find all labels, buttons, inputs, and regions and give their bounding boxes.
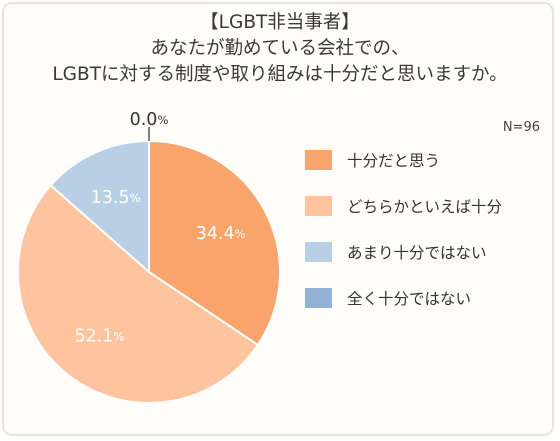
data-label-value: 0.0 xyxy=(130,110,158,130)
data-label-unit: % xyxy=(113,329,124,343)
legend-label: あまり十分ではない xyxy=(347,244,487,262)
data-label-unit: % xyxy=(130,190,141,204)
data-label-value: 52.1 xyxy=(74,326,113,346)
title-line-1: 【LGBT非当事者】 xyxy=(200,12,360,33)
data-label: 0.0% xyxy=(130,110,169,130)
pie-slice xyxy=(148,139,281,347)
legend-label: 十分だと思う xyxy=(347,152,441,170)
legend-item: 全く十分ではない xyxy=(305,287,502,309)
legend-swatch xyxy=(305,242,332,262)
legend: 十分だと思う どちらかといえば十分 あまり十分ではない 全く十分ではない xyxy=(305,149,502,333)
data-label-value: 34.4 xyxy=(196,224,235,244)
pie-slice xyxy=(17,183,260,404)
pie-slice xyxy=(49,139,150,275)
title-line-2: あなたが勤めている会社での、 xyxy=(150,38,410,59)
data-label-unit: % xyxy=(235,226,246,240)
data-label: 13.5% xyxy=(91,188,141,208)
sample-size: N=96 xyxy=(502,120,540,135)
legend-swatch xyxy=(305,288,332,308)
legend-item: あまり十分ではない xyxy=(305,241,502,263)
chart-title: 【LGBT非当事者】 あなたが勤めている会社での、 LGBTに対する制度や取り組… xyxy=(0,10,560,88)
legend-label: 全く十分ではない xyxy=(347,290,472,308)
title-line-3: LGBTに対する制度や取り組みは十分だと思いますか。 xyxy=(52,64,508,85)
data-label: 52.1% xyxy=(74,326,124,346)
legend-swatch xyxy=(305,196,332,216)
data-label: 34.4% xyxy=(196,224,246,244)
legend-item: どちらかといえば十分 xyxy=(305,195,502,217)
data-label-unit: % xyxy=(157,113,168,127)
legend-label: どちらかといえば十分 xyxy=(347,198,503,216)
legend-swatch xyxy=(305,150,332,170)
legend-item: 十分だと思う xyxy=(305,149,502,171)
data-label-value: 13.5 xyxy=(91,188,130,208)
